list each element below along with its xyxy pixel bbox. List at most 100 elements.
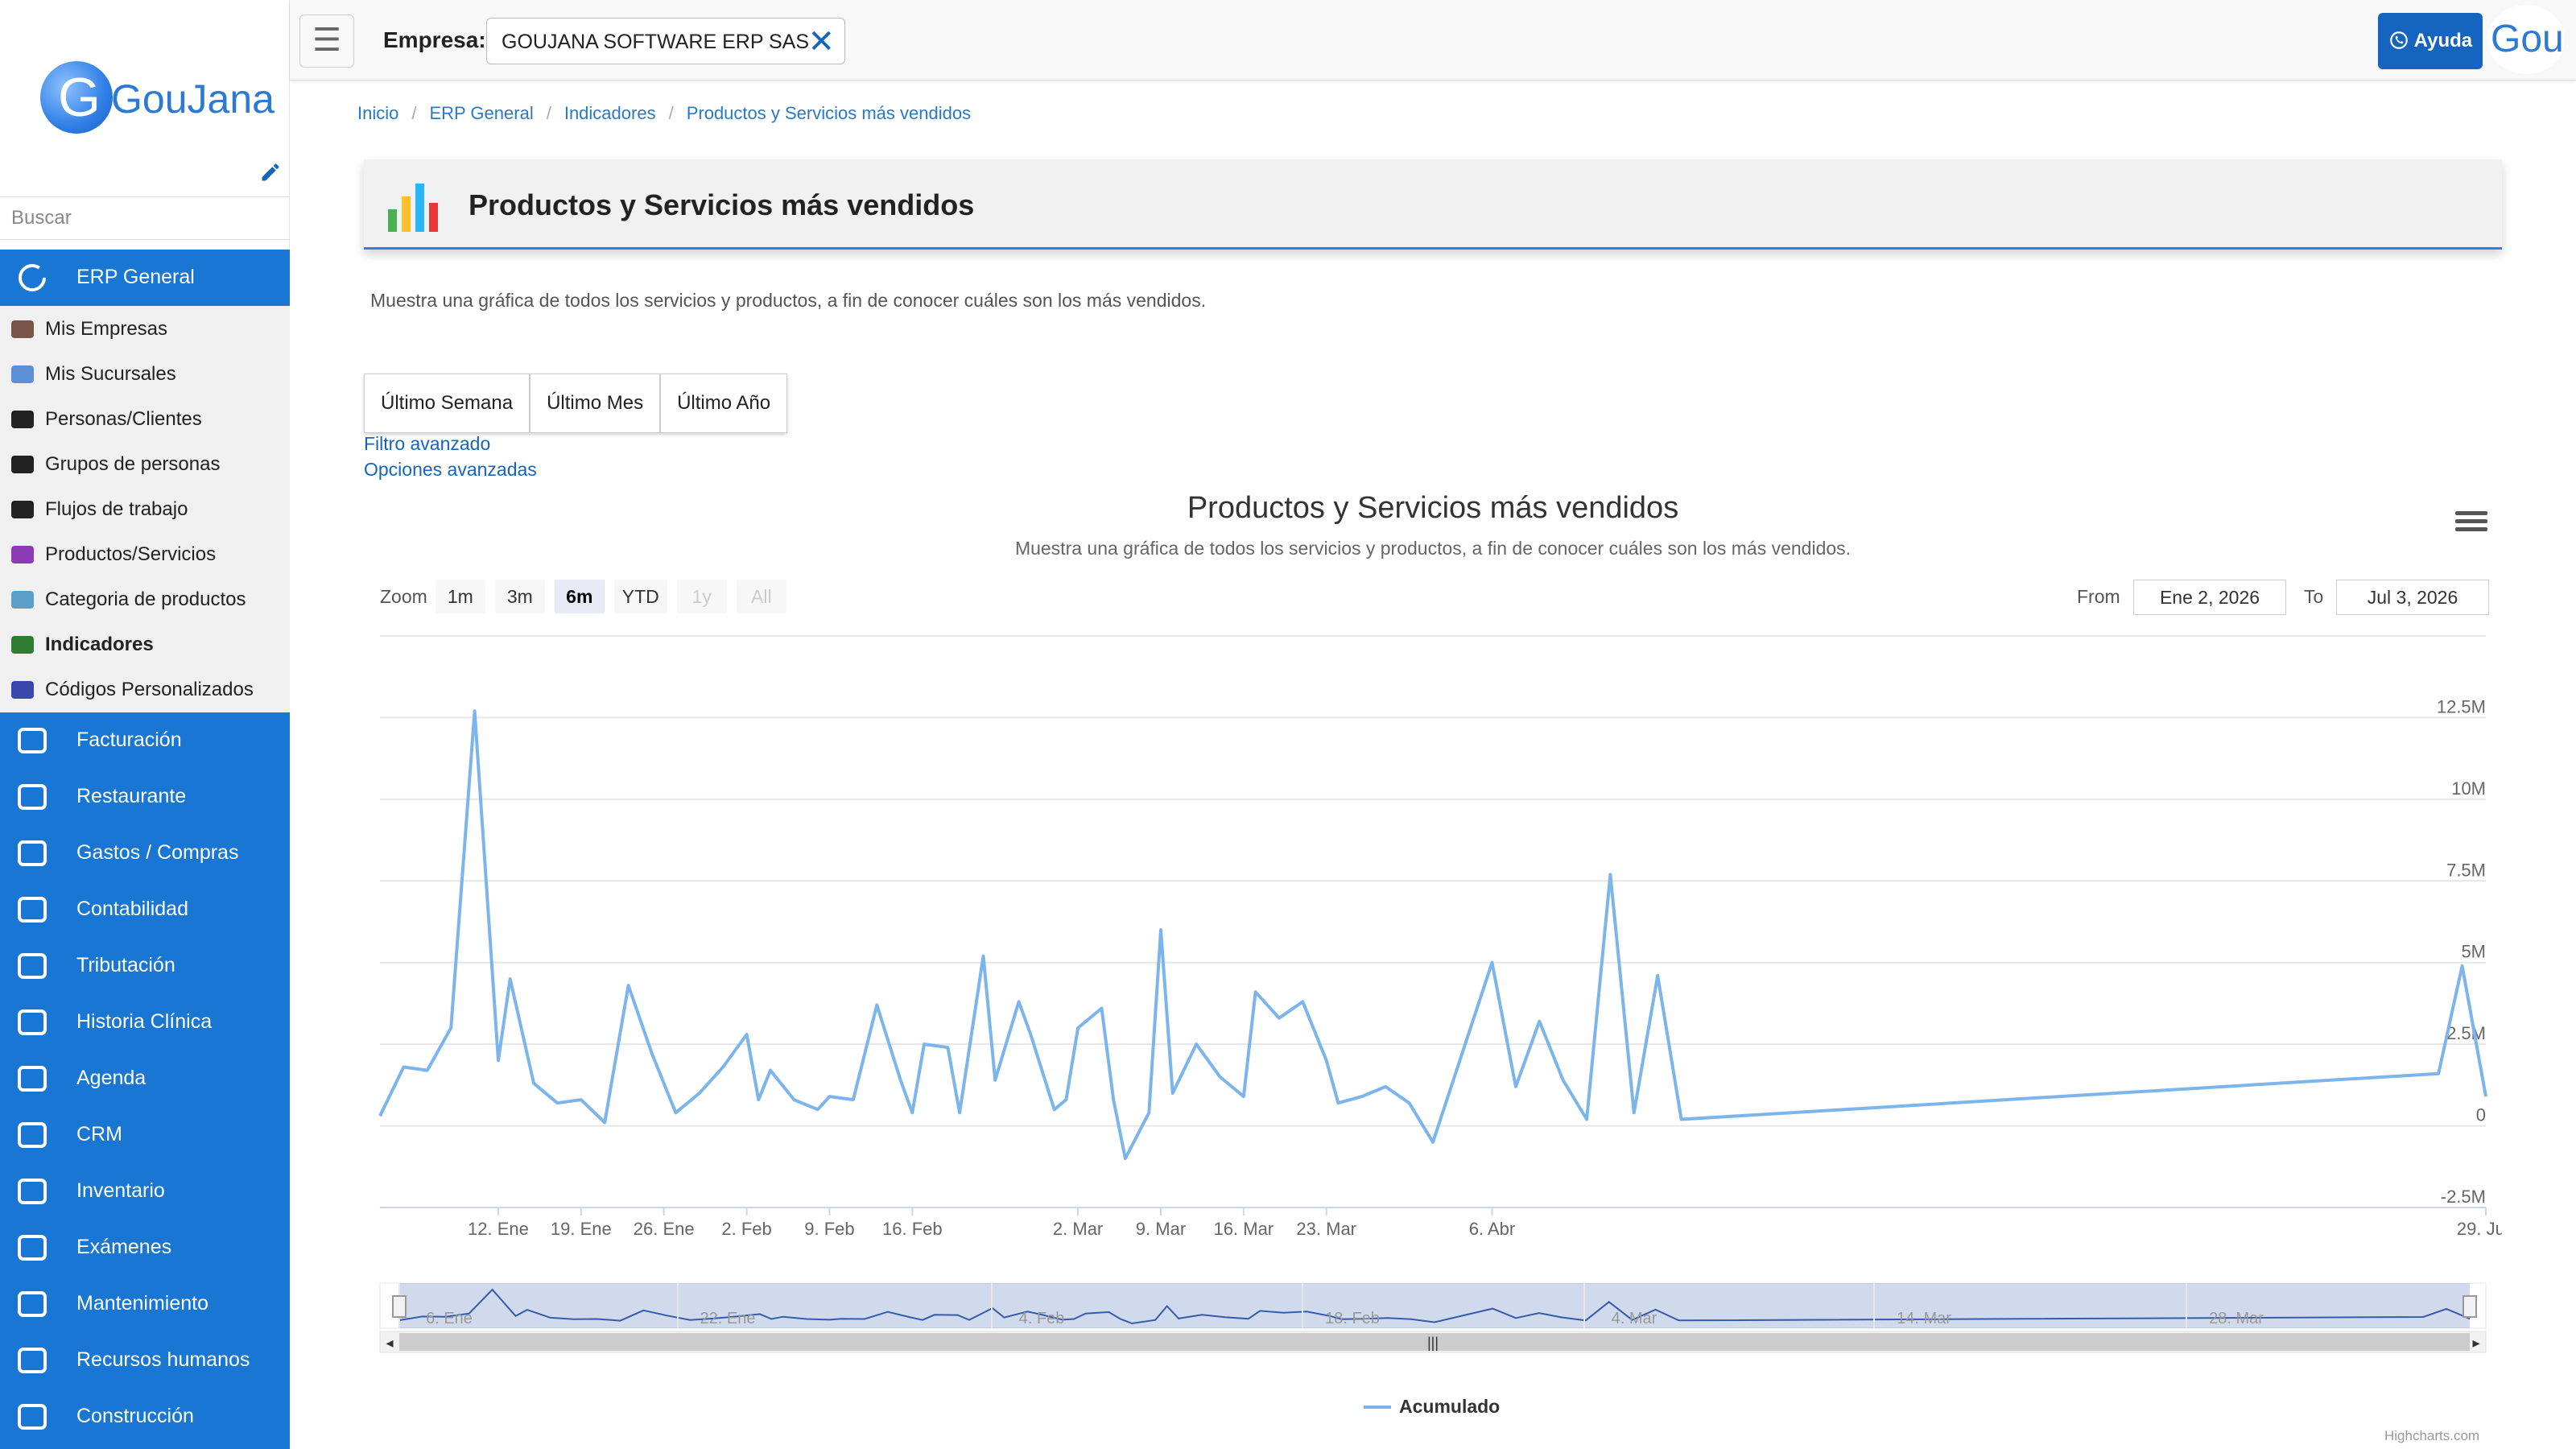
sidebar-section-label: ERP General xyxy=(76,266,195,288)
sidebar-section-erp-general[interactable]: ERP General xyxy=(0,250,290,306)
to-date-input[interactable]: Jul 3, 2026 xyxy=(2336,580,2489,615)
sidebar-module-construcci-n[interactable]: Construcción xyxy=(0,1389,290,1445)
navigator-tick-label: 6. Ene xyxy=(426,1310,473,1327)
sidebar-item-mis-empresas[interactable]: Mis Empresas xyxy=(0,306,290,351)
sidebar-module-recursos-humanos[interactable]: Recursos humanos xyxy=(0,1332,290,1389)
navigator-tick-label: 4. Feb xyxy=(1019,1310,1065,1327)
navigator-left-handle[interactable] xyxy=(392,1295,407,1318)
range-button[interactable]: Último Semana xyxy=(364,374,530,433)
chart-credits[interactable]: Highcharts.com xyxy=(2384,1428,2480,1443)
box-icon xyxy=(8,543,39,567)
sidebar-module-restaurante[interactable]: Restaurante xyxy=(0,769,290,825)
y-tick-label: 7.5M xyxy=(2446,860,2486,880)
clear-icon[interactable]: ✕ xyxy=(807,24,835,60)
wrench-icon xyxy=(16,1290,48,1319)
x-tick-label: 9. Mar xyxy=(1136,1219,1186,1239)
sidebar-item-label: Mis Empresas xyxy=(45,318,168,340)
x-tick-label: 29. Jun xyxy=(2457,1219,2502,1239)
sidebar-item-label: Flujos de trabajo xyxy=(45,498,188,520)
y-tick-label: 12.5M xyxy=(2437,696,2486,716)
sidebar-item-label: Códigos Personalizados xyxy=(45,679,254,700)
sidebar-search-input[interactable]: Buscar xyxy=(0,196,290,240)
logo-mark xyxy=(40,61,113,134)
logo-text: GouJana xyxy=(111,76,275,122)
sidebar-item-personas-clientes[interactable]: Personas/Clientes xyxy=(0,396,290,441)
sidebar-module-historia-cl-nica[interactable]: Historia Clínica xyxy=(0,994,290,1051)
zoom-controls: Zoom 1m 3m 6m YTD 1y All xyxy=(380,580,796,613)
sidebar-module-gastos-compras[interactable]: Gastos / Compras xyxy=(0,825,290,881)
sidebar-item-c-digos-personalizados[interactable]: Códigos Personalizados xyxy=(0,667,290,712)
sidebar-module-mantenimiento[interactable]: Mantenimiento xyxy=(0,1276,290,1332)
sidebar-module-ex-menes[interactable]: Exámenes xyxy=(0,1220,290,1276)
breadcrumb-separator: / xyxy=(668,103,674,123)
legend-item-acumulado[interactable]: Acumulado xyxy=(1364,1396,1500,1418)
menu-toggle-button[interactable]: ☰ xyxy=(299,14,354,68)
sidebar-module-label: Mantenimiento xyxy=(76,1292,208,1315)
chart-title: Productos y Servicios más vendidos xyxy=(1187,491,1679,525)
sidebar-module-label: Gastos / Compras xyxy=(76,841,239,864)
sidebar-item-productos-servicios[interactable]: Productos/Servicios xyxy=(0,531,290,576)
navigator-series-line xyxy=(398,1288,2471,1325)
breadcrumb-item[interactable]: Productos y Servicios más vendidos xyxy=(686,103,972,123)
breadcrumb-item[interactable]: ERP General xyxy=(429,103,534,123)
breadcrumb-item[interactable]: Inicio xyxy=(357,103,399,123)
sidebar-module-facturaci-n[interactable]: Facturación xyxy=(0,712,290,769)
sidebar-module-tributaci-n[interactable]: Tributación xyxy=(0,938,290,994)
sidebar-module-crm[interactable]: CRM xyxy=(0,1107,290,1163)
chart-menu-icon[interactable] xyxy=(2455,507,2487,539)
x-tick-label: 2. Feb xyxy=(721,1219,771,1239)
advanced-options-link[interactable]: Opciones avanzadas xyxy=(364,459,537,480)
logo-letter: G xyxy=(58,67,101,128)
range-button[interactable]: Último Mes xyxy=(530,374,661,433)
y-tick-label: 2.5M xyxy=(2446,1023,2486,1043)
help-button[interactable]: Ayuda xyxy=(2378,13,2483,69)
breadcrumb-item[interactable]: Indicadores xyxy=(564,103,656,123)
to-label: To xyxy=(2304,586,2324,607)
navigator-tick-label: 28. Mar xyxy=(2209,1310,2264,1327)
advanced-filter-link[interactable]: Filtro avanzado xyxy=(364,433,491,454)
group-icon xyxy=(8,452,39,477)
sidebar-module-contabilidad[interactable]: Contabilidad xyxy=(0,881,290,938)
navigator-tick-label: 14. Mar xyxy=(1897,1310,1951,1327)
zoom-button[interactable]: 3m xyxy=(494,580,545,613)
sidebar-item-grupos-de-personas[interactable]: Grupos de personas xyxy=(0,441,290,486)
navigator-mask xyxy=(399,1283,2470,1328)
sidebar-item-flujos-de-trabajo[interactable]: Flujos de trabajo xyxy=(0,486,290,531)
user-tie-icon xyxy=(16,952,48,980)
zoom-button[interactable]: YTD xyxy=(613,580,667,613)
sidebar-module-label: Inventario xyxy=(76,1179,165,1202)
scrollbar-thumb[interactable] xyxy=(399,1333,2470,1351)
breadcrumb-separator: / xyxy=(411,103,417,123)
sidebar-module-agenda[interactable]: Agenda xyxy=(0,1051,290,1107)
sidebar-item-mis-sucursales[interactable]: Mis Sucursales xyxy=(0,351,290,396)
avatar[interactable]: Gou xyxy=(2487,5,2565,74)
logo[interactable]: G GouJana xyxy=(40,61,275,134)
zoom-button[interactable]: 1m xyxy=(435,580,485,613)
range-button[interactable]: Último Año xyxy=(660,374,788,433)
sidebar-item-indicadores[interactable]: Indicadores xyxy=(0,621,290,667)
sidebar-module-label: Tributación xyxy=(76,954,175,976)
range-button-group: Último Semana Último Mes Último Año xyxy=(364,374,788,433)
sidebar-module-label: Recursos humanos xyxy=(76,1348,250,1371)
empresa-select[interactable]: GOUJANA SOFTWARE ERP SAS ✕ xyxy=(486,18,845,64)
page-description: Muestra una gráfica de todos los servici… xyxy=(370,290,1207,311)
breadcrumb: Inicio / ERP General / Indicadores / Productos… xyxy=(357,103,971,124)
zoom-button[interactable]: 1y xyxy=(676,580,727,613)
sidebar-module-label: CRM xyxy=(76,1123,122,1146)
sidebar-item-categoria-de-productos[interactable]: Categoria de productos xyxy=(0,576,290,621)
from-date-input[interactable]: Ene 2, 2026 xyxy=(2133,580,2286,615)
topbar: ☰ Empresa: GOUJANA SOFTWARE ERP SAS ✕ Ay… xyxy=(290,0,2576,80)
sidebar-item-label: Mis Sucursales xyxy=(45,363,176,385)
sidebar: G GouJana Buscar ERP General Mis Empresa… xyxy=(0,0,290,1449)
cart-icon xyxy=(16,839,48,868)
navigator-right-handle[interactable] xyxy=(2462,1295,2477,1318)
zoom-button[interactable]: 6m xyxy=(554,580,605,613)
zoom-button[interactable]: All xyxy=(736,580,786,613)
calendar-grid-icon xyxy=(16,782,48,811)
edit-pencil-icon[interactable] xyxy=(259,161,283,185)
sidebar-module-label: Facturación xyxy=(76,729,182,751)
users-icon xyxy=(16,1346,48,1375)
sidebar-module-inventario[interactable]: Inventario xyxy=(0,1163,290,1220)
legend-label: Acumulado xyxy=(1399,1396,1501,1417)
chart-subtitle: Muestra una gráfica de todos los servici… xyxy=(1014,538,1852,559)
